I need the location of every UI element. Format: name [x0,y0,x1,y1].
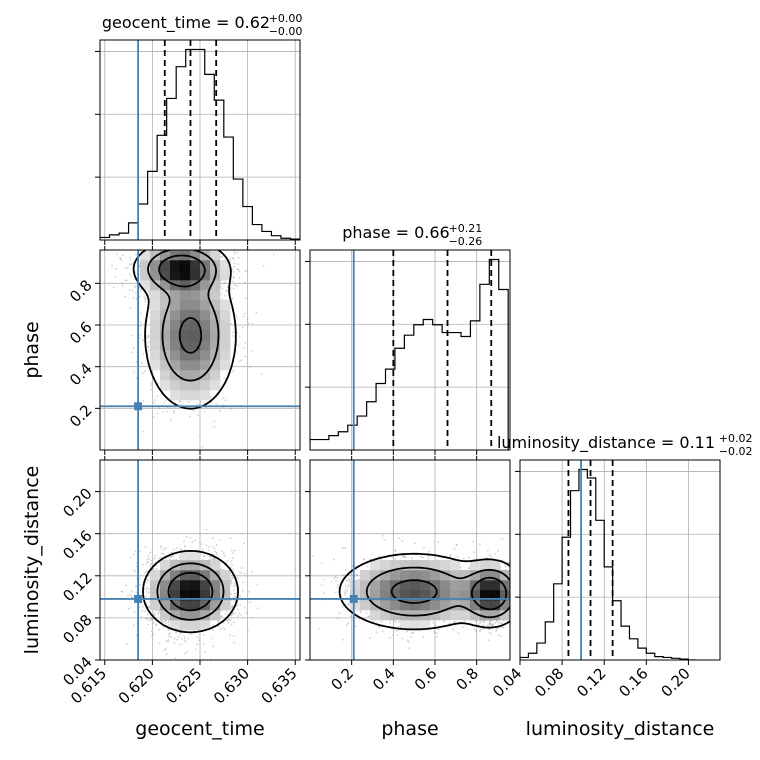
title-text: phase = 0.66 [342,223,449,242]
x-tick-label: 0.630 [210,664,253,707]
x-tick-label: 0.16 [615,664,651,700]
hist-panel-geocent_time: geocent_time = 0.62+0.00−0.00 [95,12,302,245]
density-content [100,460,300,660]
x-tick-label: 0.625 [162,664,205,707]
density-content [310,460,510,660]
truth-marker [349,594,358,603]
x-tick-label: 0.08 [531,664,567,700]
title-text: luminosity_distance = 0.11 [497,433,715,453]
contour-level [365,566,510,619]
y-tick-label: 0.12 [59,569,95,605]
panel-frame [99,39,301,241]
contour-level [132,250,237,410]
hist-bars-luminosity_distance [520,468,697,660]
x-axis-label-phase: phase [381,718,438,740]
y-axis-label-phase: phase [21,321,43,378]
x-tick-label: 0.4 [369,664,399,694]
contour-level [142,550,239,634]
title-upper-error: +0.02 [719,432,753,445]
panel-title-geocent_time: geocent_time = 0.62 [102,13,270,33]
x-tick-label: 0.620 [115,664,158,707]
panel-frame [519,459,721,661]
y-tick-label: 0.8 [66,276,96,306]
title-lower-error: −0.02 [719,445,753,458]
density-content [100,250,300,450]
y-tick-label: 0.08 [59,611,95,647]
panel-frame [99,459,301,661]
x-tick-label: 0.12 [573,664,609,700]
x-tick-label: 0.635 [258,664,301,707]
title-lower-error: −0.00 [269,25,303,38]
panel-frame [309,249,511,451]
y-tick-label: 0.2 [66,401,96,431]
panel-title-luminosity_distance: luminosity_distance = 0.11 [497,433,715,453]
hist-bars-geocent_time [100,48,300,240]
density-panel-geocent_time-luminosity_distance [95,456,301,665]
x-tick-label: 0.8 [452,664,482,694]
y-tick-label: 0.16 [59,527,95,563]
y-axis-label-luminosity_distance: luminosity_distance [21,466,43,655]
y-tick-label: 0.4 [66,360,96,390]
density-panel-geocent_time-phase [95,246,301,455]
panel-title-phase: phase = 0.66 [342,223,449,242]
contour-level [338,552,510,631]
title-upper-error: +0.21 [449,222,483,235]
truth-marker [134,594,143,603]
hist-panel-phase: phase = 0.66+0.21−0.26 [305,222,511,455]
x-axis-label-geocent_time: geocent_time [135,718,264,740]
contour-level [158,254,206,354]
density-panel-phase-luminosity_distance [305,456,511,665]
title-text: geocent_time = 0.62 [102,13,270,33]
panel-frame [99,249,301,451]
hist-panel-luminosity_distance: luminosity_distance = 0.11 +0.02−0.02 [497,432,753,665]
hist-bars-phase [310,258,509,450]
y-tick-label: 0.20 [59,485,95,521]
panel-frame [309,459,511,661]
x-axis-label-luminosity_distance: luminosity_distance [526,718,715,740]
x-tick-label: 0.2 [327,664,357,694]
y-tick-label: 0.6 [66,318,96,348]
title-upper-error: +0.00 [269,12,303,25]
title-lower-error: −0.26 [449,235,483,248]
x-tick-label: 0.6 [411,664,441,694]
x-tick-label: 0.04 [489,664,525,700]
contour-level [147,250,220,382]
truth-marker [134,402,143,411]
contour-level [156,562,225,621]
x-tick-label: 0.20 [657,664,693,700]
